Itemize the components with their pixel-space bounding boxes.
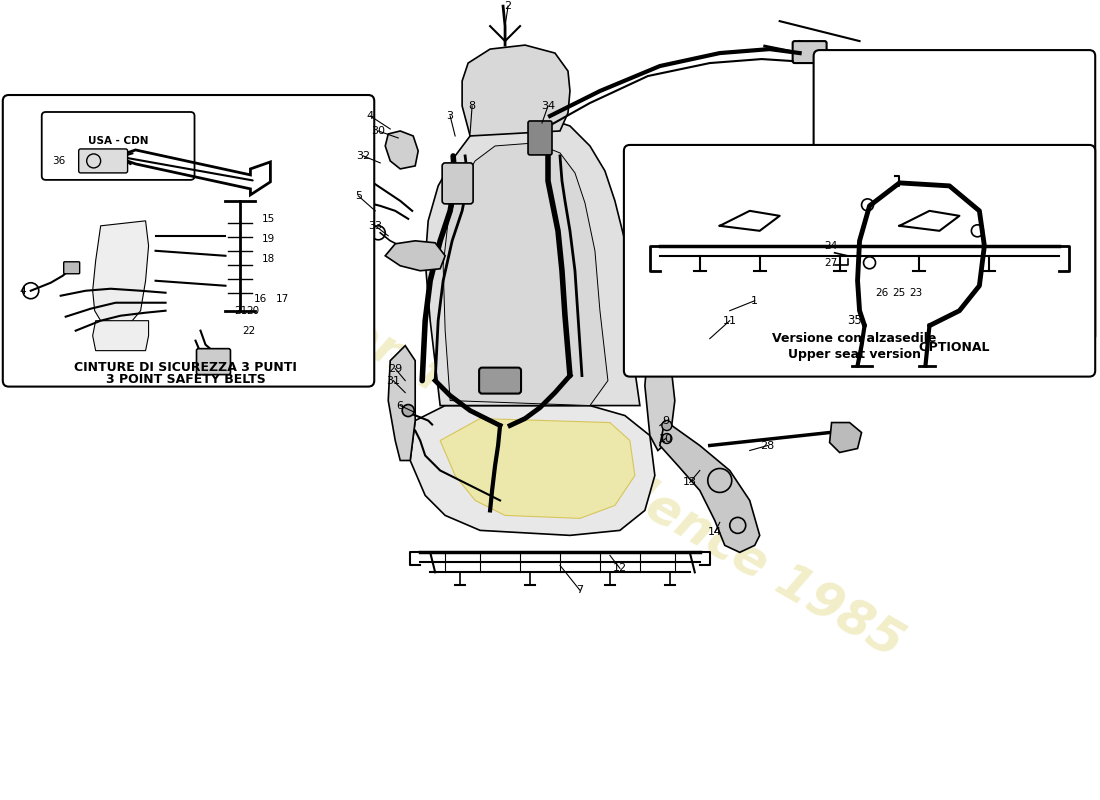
Text: 10: 10 — [659, 434, 673, 443]
FancyBboxPatch shape — [442, 163, 473, 204]
FancyBboxPatch shape — [3, 95, 374, 386]
Text: 3 POINT SAFETY BELTS: 3 POINT SAFETY BELTS — [106, 373, 265, 386]
Text: 3: 3 — [447, 111, 453, 121]
Text: 36: 36 — [52, 156, 65, 166]
Text: 23: 23 — [909, 288, 922, 298]
Text: 30: 30 — [371, 126, 385, 136]
Polygon shape — [440, 418, 635, 518]
Text: 5: 5 — [355, 191, 362, 201]
Text: 34: 34 — [541, 101, 556, 111]
Text: 4: 4 — [20, 286, 26, 296]
Text: passion for excellence 1985: passion for excellence 1985 — [208, 234, 912, 667]
Text: 21: 21 — [234, 306, 248, 316]
Polygon shape — [645, 341, 674, 450]
Text: 22: 22 — [242, 326, 255, 336]
Text: 15: 15 — [262, 214, 275, 224]
Text: 33: 33 — [368, 221, 383, 231]
Text: 7: 7 — [576, 586, 583, 595]
Text: 20: 20 — [246, 306, 258, 316]
Text: 2: 2 — [505, 1, 512, 11]
FancyBboxPatch shape — [79, 149, 128, 173]
Text: 8: 8 — [469, 101, 475, 111]
FancyBboxPatch shape — [793, 41, 826, 63]
Text: 12: 12 — [613, 563, 627, 574]
FancyBboxPatch shape — [197, 349, 231, 374]
Polygon shape — [388, 346, 415, 461]
Text: 28: 28 — [760, 441, 774, 450]
Polygon shape — [443, 143, 608, 406]
Text: 29: 29 — [388, 364, 403, 374]
Circle shape — [662, 434, 672, 443]
Text: 27: 27 — [824, 258, 837, 268]
Polygon shape — [829, 422, 861, 453]
Polygon shape — [660, 421, 760, 552]
Polygon shape — [385, 131, 418, 169]
Circle shape — [403, 405, 415, 417]
FancyBboxPatch shape — [528, 121, 552, 155]
Text: Versione con alzasedile: Versione con alzasedile — [772, 332, 937, 345]
Text: Upper seat version: Upper seat version — [788, 348, 921, 361]
Text: 35: 35 — [847, 314, 862, 327]
Text: 4: 4 — [366, 111, 374, 121]
Text: 6: 6 — [397, 401, 404, 410]
Circle shape — [662, 421, 672, 430]
Text: 25: 25 — [892, 288, 905, 298]
Text: 13: 13 — [683, 478, 696, 487]
Text: 26: 26 — [874, 288, 888, 298]
Polygon shape — [92, 321, 148, 350]
Polygon shape — [92, 221, 148, 322]
Text: 14: 14 — [707, 527, 722, 538]
Text: 19: 19 — [262, 234, 275, 244]
Polygon shape — [426, 116, 640, 406]
Text: 17: 17 — [276, 294, 289, 304]
Text: 18: 18 — [262, 254, 275, 264]
Polygon shape — [462, 45, 570, 136]
Text: 24: 24 — [824, 241, 837, 250]
Text: 31: 31 — [386, 376, 400, 386]
FancyBboxPatch shape — [480, 368, 521, 394]
Text: OPTIONAL: OPTIONAL — [918, 341, 990, 354]
Polygon shape — [410, 406, 654, 535]
Text: 1: 1 — [751, 296, 758, 306]
FancyBboxPatch shape — [624, 145, 1096, 377]
FancyBboxPatch shape — [814, 50, 1096, 342]
Text: USA - CDN: USA - CDN — [88, 136, 148, 146]
Text: CINTURE DI SICUREZZA 3 PUNTI: CINTURE DI SICUREZZA 3 PUNTI — [74, 361, 297, 374]
Polygon shape — [385, 241, 446, 270]
FancyBboxPatch shape — [64, 262, 79, 274]
Text: 11: 11 — [723, 316, 737, 326]
Text: 16: 16 — [254, 294, 267, 304]
Text: 9: 9 — [662, 415, 670, 426]
FancyBboxPatch shape — [42, 112, 195, 180]
Text: 32: 32 — [356, 151, 371, 161]
